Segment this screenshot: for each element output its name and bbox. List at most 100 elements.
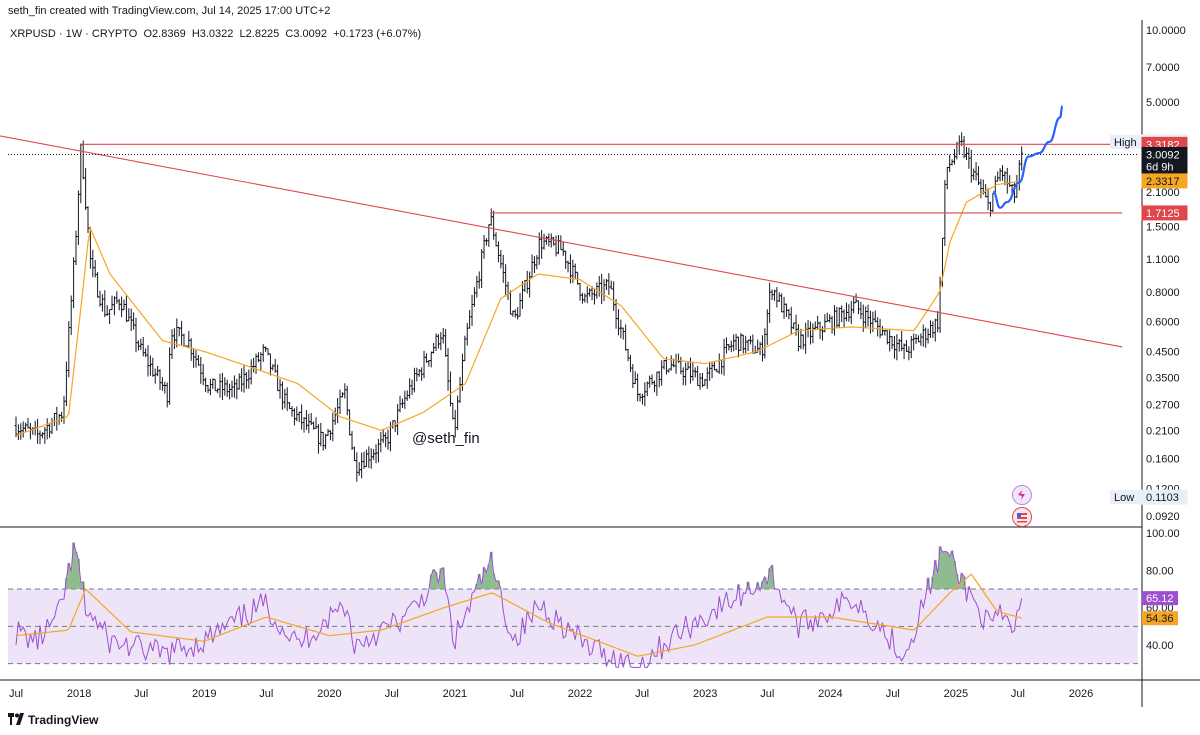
weekly-bar	[357, 462, 361, 476]
weekly-bar	[568, 254, 572, 284]
weekly-bar	[919, 333, 923, 346]
weekly-bar	[331, 412, 335, 442]
weekly-bar	[172, 328, 176, 349]
weekly-bar	[24, 422, 28, 433]
weekly-bar	[494, 232, 498, 247]
weekly-bar	[928, 320, 932, 338]
tradingview-logo[interactable]: TradingView	[8, 713, 98, 727]
weekly-bar	[871, 311, 875, 333]
weekly-bar	[631, 363, 635, 388]
weekly-bar	[876, 317, 880, 337]
weekly-bar	[208, 378, 212, 396]
weekly-bar	[168, 347, 172, 405]
price-tick-label: 0.8000	[1146, 287, 1180, 299]
weekly-bar	[475, 275, 479, 298]
weekly-bar	[775, 287, 779, 308]
weekly-bar	[516, 307, 520, 320]
weekly-bar	[158, 369, 162, 390]
weekly-bar	[72, 257, 76, 309]
author-watermark: @seth_fin	[412, 430, 480, 447]
weekly-bar	[542, 233, 546, 250]
weekly-bar	[585, 286, 589, 304]
weekly-bar	[607, 273, 611, 295]
rsi-line	[15, 542, 1023, 668]
weekly-bar	[945, 166, 949, 190]
weekly-bar	[674, 353, 678, 374]
weekly-bar	[45, 418, 49, 440]
low-badge-value: 0.1103	[1146, 492, 1179, 504]
weekly-bar	[600, 273, 604, 305]
weekly-bar	[350, 431, 354, 451]
weekly-bar	[136, 340, 140, 351]
interval[interactable]: 1W	[65, 28, 83, 40]
weekly-bar	[422, 350, 426, 379]
weekly-bar	[482, 234, 486, 259]
open-value: O2.8369	[143, 28, 186, 40]
weekly-bar	[297, 411, 301, 422]
weekly-bar	[602, 279, 606, 302]
weekly-bar	[508, 290, 512, 315]
weekly-bar	[134, 317, 138, 353]
weekly-bar	[26, 417, 30, 429]
support-badge: 1.7125	[1141, 205, 1188, 221]
footer-bar	[0, 707, 1200, 735]
symbol-name[interactable]: XRPUSD	[10, 28, 56, 40]
weekly-bar	[408, 378, 412, 399]
weekly-bar	[892, 336, 896, 359]
weekly-bar	[1005, 167, 1009, 194]
weekly-bar	[933, 318, 937, 342]
weekly-bar	[52, 412, 56, 426]
weekly-bar	[170, 329, 174, 360]
last-price-badge-value: 3.0092	[1146, 149, 1180, 161]
moving-average-line	[15, 180, 1022, 437]
time-tick-label: 2020	[317, 688, 341, 700]
sparkle-icon[interactable]	[1012, 485, 1032, 505]
weekly-bar	[986, 188, 990, 211]
economic-events-icon[interactable]	[1012, 507, 1032, 527]
weekly-bar	[597, 275, 601, 297]
high-badge-tag: High	[1114, 137, 1137, 149]
weekly-bar	[218, 373, 222, 398]
weekly-bar	[379, 431, 383, 453]
weekly-bar	[619, 319, 623, 339]
chart-canvas[interactable]: 10.0000 7.0000 5.0000 2.1000 1.5000 1.1000 0.8…	[0, 0, 1200, 707]
weekly-bar	[830, 315, 834, 334]
weekly-bar	[547, 233, 551, 247]
weekly-bar	[189, 338, 193, 361]
weekly-bar	[232, 375, 236, 398]
weekly-bar	[268, 353, 272, 376]
rsi-overbought-fill	[64, 542, 971, 589]
time-tick-label: Jul	[510, 688, 524, 700]
weekly-bar	[907, 346, 911, 361]
weekly-bar	[616, 309, 620, 336]
weekly-bar	[643, 382, 647, 407]
weekly-bar	[237, 373, 241, 390]
weekly-bar	[295, 406, 299, 422]
price-tick-label: 0.3500	[1146, 372, 1180, 384]
weekly-bar	[67, 321, 71, 378]
weekly-bar	[496, 241, 500, 263]
weekly-bar	[904, 340, 908, 352]
rsi-ma-badge-value: 54.36	[1146, 613, 1174, 625]
time-tick-label: 2025	[944, 688, 968, 700]
time-tick-label: 2019	[192, 688, 216, 700]
weekly-bar	[765, 309, 769, 345]
weekly-bar	[868, 310, 872, 334]
weekly-bar	[132, 312, 136, 330]
weekly-bar	[127, 308, 131, 322]
time-tick-label: Jul	[635, 688, 649, 700]
weekly-bar	[504, 264, 508, 297]
weekly-bar	[448, 371, 452, 407]
weekly-bar	[789, 306, 793, 335]
weekly-bar	[429, 351, 433, 368]
time-tick-label: 2023	[693, 688, 717, 700]
weekly-bar	[792, 322, 796, 330]
weekly-bar	[84, 167, 88, 210]
weekly-bar	[609, 280, 613, 290]
weekly-bar	[976, 166, 980, 185]
weekly-bar	[950, 159, 954, 166]
weekly-bar	[974, 162, 978, 181]
weekly-bar	[1000, 165, 1004, 181]
weekly-bar	[540, 229, 544, 259]
weekly-bar	[100, 294, 104, 312]
